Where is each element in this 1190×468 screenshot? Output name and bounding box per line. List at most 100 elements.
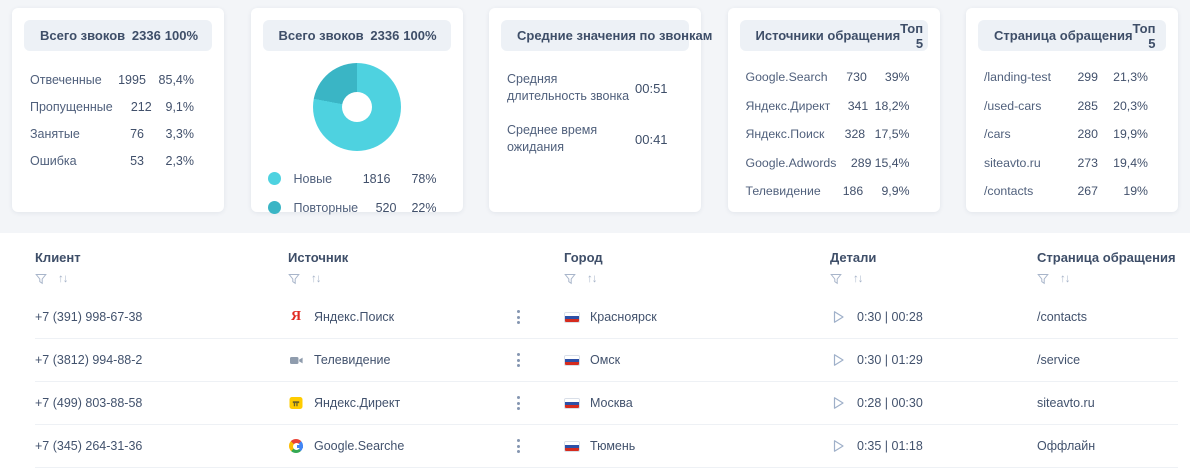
table-row: +7 (3812) 994-88-2 Телевидение Омск 0:30… [35,339,1178,382]
row-menu-icon[interactable] [514,307,523,327]
stat-label: Яндекс.Директ [745,98,831,113]
city-label: Москва [590,396,633,410]
page-label: Оффлайн [1037,439,1096,453]
card-sources-header: Источники обращения Топ 5 [739,20,928,51]
card-calls-status: Всего звоков 2336 100% Отвеченные 1995 8… [12,8,224,212]
page-label: /service [1037,353,1081,367]
source-stat-row: Google.Search 730 39% [746,63,910,92]
top5-badge: Топ 5 [900,20,924,51]
russia-flag-icon [564,311,580,323]
table-row: +7 (499) 803-88-58 Яндекс.Директ Москва … [35,382,1178,425]
filter-icon[interactable] [830,273,842,285]
city-label: Красноярск [590,310,657,324]
client-cell: +7 (391) 998-67-38 [35,310,288,324]
stat-label: Google.Adwords [745,155,837,170]
card-sources: Источники обращения Топ 5 Google.Search … [727,8,940,212]
avg-row-waiting: Среднее время ожидания 00:41 [507,122,682,156]
stat-label: Пропущенные [30,99,113,114]
card-averages-header: Средние значения по звонкам [501,20,712,51]
stat-percent: 19% [1123,184,1148,199]
stat-percent: 2,3% [165,153,195,168]
client-cell: +7 (3812) 994-88-2 [35,353,288,367]
stat-label: /contacts [984,184,1034,199]
sort-icon[interactable]: ↑↓ [58,273,68,285]
city-cell: Тюмень [564,439,830,453]
row-menu-icon[interactable] [514,350,523,370]
row-menu-icon[interactable] [514,436,523,456]
sort-icon[interactable]: ↑↓ [311,273,321,285]
card-title: Всего звоков [40,28,126,43]
filter-icon[interactable] [1037,273,1049,285]
sort-icon[interactable]: ↑↓ [853,273,863,285]
column-page: Страница обращения ↑↓ [1037,250,1178,286]
stat-label: siteavto.ru [984,155,1041,170]
avg-value: 00:41 [635,131,668,147]
card-pages-header: Страница обращения Топ 5 [978,20,1166,51]
filter-icon[interactable] [288,273,300,285]
play-icon[interactable] [830,352,846,368]
source-cell: Google.Searche [288,436,564,456]
stat-percent: 9,1% [165,99,195,114]
call-times: 0:30 | 01:29 [857,353,923,367]
source-stat-row: Google.Adwords 289 15,4% [746,149,910,178]
play-icon[interactable] [830,438,846,454]
table-header: Клиент ↑↓ Источник ↑↓ Город ↑↓ Детали [35,250,1178,286]
row-menu-icon[interactable] [514,393,523,413]
column-label: Клиент [35,250,81,265]
russia-flag-icon [564,440,580,452]
play-icon[interactable] [830,309,846,325]
filter-icon[interactable] [35,273,47,285]
russia-flag-icon [564,397,580,409]
filter-icon[interactable] [564,273,576,285]
yandex-search-icon: Я [290,309,302,324]
card-title: Средние значения по звонкам [517,28,713,43]
stat-percent: 19,4% [1113,155,1148,170]
stat-value: 289 [850,155,872,170]
stat-value: 299 [1077,70,1098,85]
page-cell: /service [1037,353,1178,367]
card-pages: Страница обращения Топ 5 /landing-test 2… [966,8,1178,212]
legend-row-new: Новые 1816 78% [267,164,437,193]
card-calls-type-header: Всего звоков 2336 100% [262,20,451,51]
donut-chart [312,63,401,151]
page-stat-row: /cars 280 19,9% [984,120,1148,149]
play-icon[interactable] [830,395,846,411]
page-label: siteavto.ru [1037,396,1095,410]
source-cell: Я Яндекс.Поиск [288,307,564,327]
page-cell: Оффлайн [1037,439,1178,453]
legend-dot-repeat-icon [267,201,281,214]
legend-percent: 78% [411,171,437,186]
tv-icon [288,354,304,367]
page-stat-row: /landing-test 299 21,3% [984,63,1148,92]
stat-value: 267 [1077,184,1098,199]
city-label: Тюмень [590,439,636,453]
card-title: Источники обращения [755,28,901,43]
sort-icon[interactable]: ↑↓ [587,273,597,285]
legend-value: 520 [375,200,397,215]
column-client: Клиент ↑↓ [35,250,288,286]
client-phone: +7 (499) 803-88-58 [35,396,143,410]
stat-label: /landing-test [984,70,1051,85]
stat-value: 273 [1077,155,1098,170]
column-source: Источник ↑↓ [288,250,564,286]
column-label: Город [564,250,603,265]
client-phone: +7 (345) 264-31-36 [35,439,143,453]
call-times: 0:28 | 00:30 [857,396,923,410]
card-calls-status-header: Всего звоков 2336 100% [24,20,212,51]
stat-value: 285 [1077,98,1098,113]
stat-value: 186 [842,184,864,199]
table-row: +7 (345) 264-31-36 Google.Searche Тюмень… [35,425,1178,468]
sort-icon[interactable]: ↑↓ [1060,273,1070,285]
column-city: Город ↑↓ [564,250,830,286]
stat-value: 730 [846,70,867,85]
stat-row-answered: Отвеченные 1995 85,4% [30,66,194,93]
calls-table: Клиент ↑↓ Источник ↑↓ Город ↑↓ Детали [0,233,1190,468]
card-total-percent: 100% [164,28,198,43]
details-cell: 0:35 | 01:18 [830,438,1037,454]
call-times: 0:30 | 00:28 [857,310,923,324]
stat-percent: 39% [884,70,910,85]
card-total-value: 2336 [370,28,400,43]
source-cell: Яндекс.Директ [288,393,564,413]
page-stat-row: siteavto.ru 273 19,4% [984,149,1148,178]
stat-row-error: Ошибка 53 2,3% [30,147,194,174]
